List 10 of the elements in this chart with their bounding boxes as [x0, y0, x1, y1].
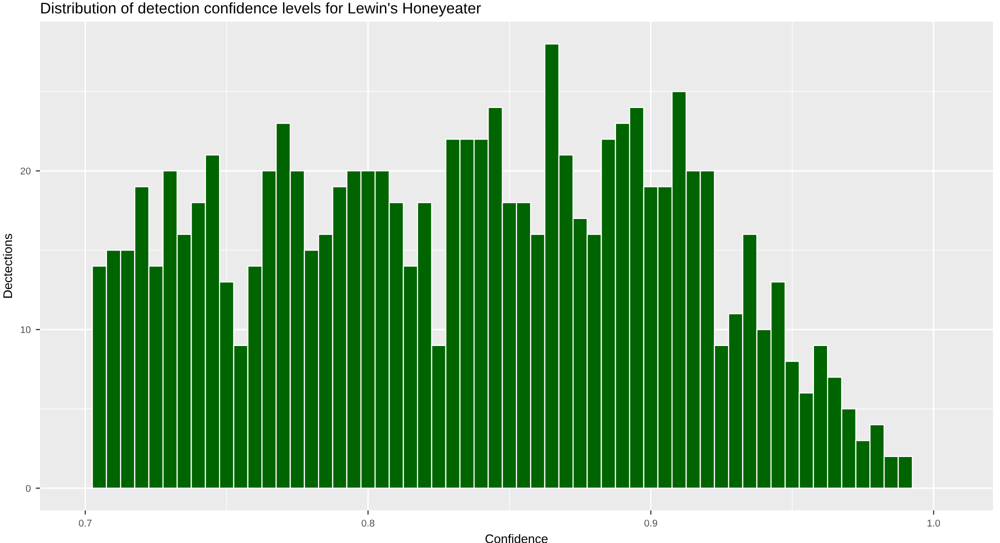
y-tick-label: 10	[20, 326, 31, 334]
x-tick-label: 0.8	[362, 520, 374, 527]
x-axis-title: Confidence	[486, 534, 548, 543]
x-tick-label: 1.0	[928, 520, 940, 527]
y-tick-label: 0	[26, 484, 31, 492]
x-tick-label: 0.7	[78, 520, 92, 527]
y-axis-title: Dectections	[2, 234, 12, 298]
x-tick-label: 0.9	[644, 520, 658, 527]
y-tick-label: 20	[20, 168, 31, 174]
chart-title: Distribution of detection confidence levels for Lewin's Honeyeater	[41, 2, 481, 17]
